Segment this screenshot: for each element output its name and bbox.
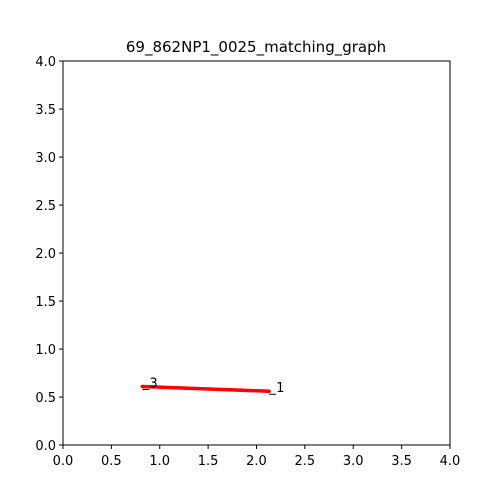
- y-tick-label: 0.0: [35, 439, 56, 454]
- x-tick-label: 3.0: [343, 454, 364, 469]
- y-tick-label: 0.5: [35, 391, 56, 406]
- y-tick-label: 2.0: [35, 247, 56, 262]
- axes-frame: [62, 60, 451, 446]
- y-tick-label: 2.5: [35, 199, 56, 214]
- chart-title: 69_862NP1_0025_matching_graph: [126, 38, 386, 57]
- x-tick-label: 0.5: [101, 454, 122, 469]
- y-tick-label: 3.5: [35, 103, 56, 118]
- x-tick-label: 4.0: [440, 454, 461, 469]
- x-tick-label: 1.0: [149, 454, 170, 469]
- series-line: [140, 384, 271, 393]
- y-tick-label: 1.5: [35, 295, 56, 310]
- y-tick-label: 3.0: [35, 151, 56, 166]
- x-tick-label: 2.0: [246, 454, 267, 469]
- x-tick-label: 1.5: [198, 454, 219, 469]
- y-tick-label: 4.0: [35, 55, 56, 70]
- x-tick-label: 0.0: [53, 454, 74, 469]
- node-label: 1: [276, 381, 284, 396]
- x-tick-label: 3.5: [391, 454, 412, 469]
- node-label: 3: [149, 376, 157, 391]
- axes: 0.0 0.5 1.0 1.5 2.0 2.5 3.0 3.5 4.0 0.0 0.5 1.0 1.5 2…: [35, 55, 460, 469]
- x-tick-label: 2.5: [295, 454, 316, 469]
- y-tick-label: 1.0: [35, 343, 56, 358]
